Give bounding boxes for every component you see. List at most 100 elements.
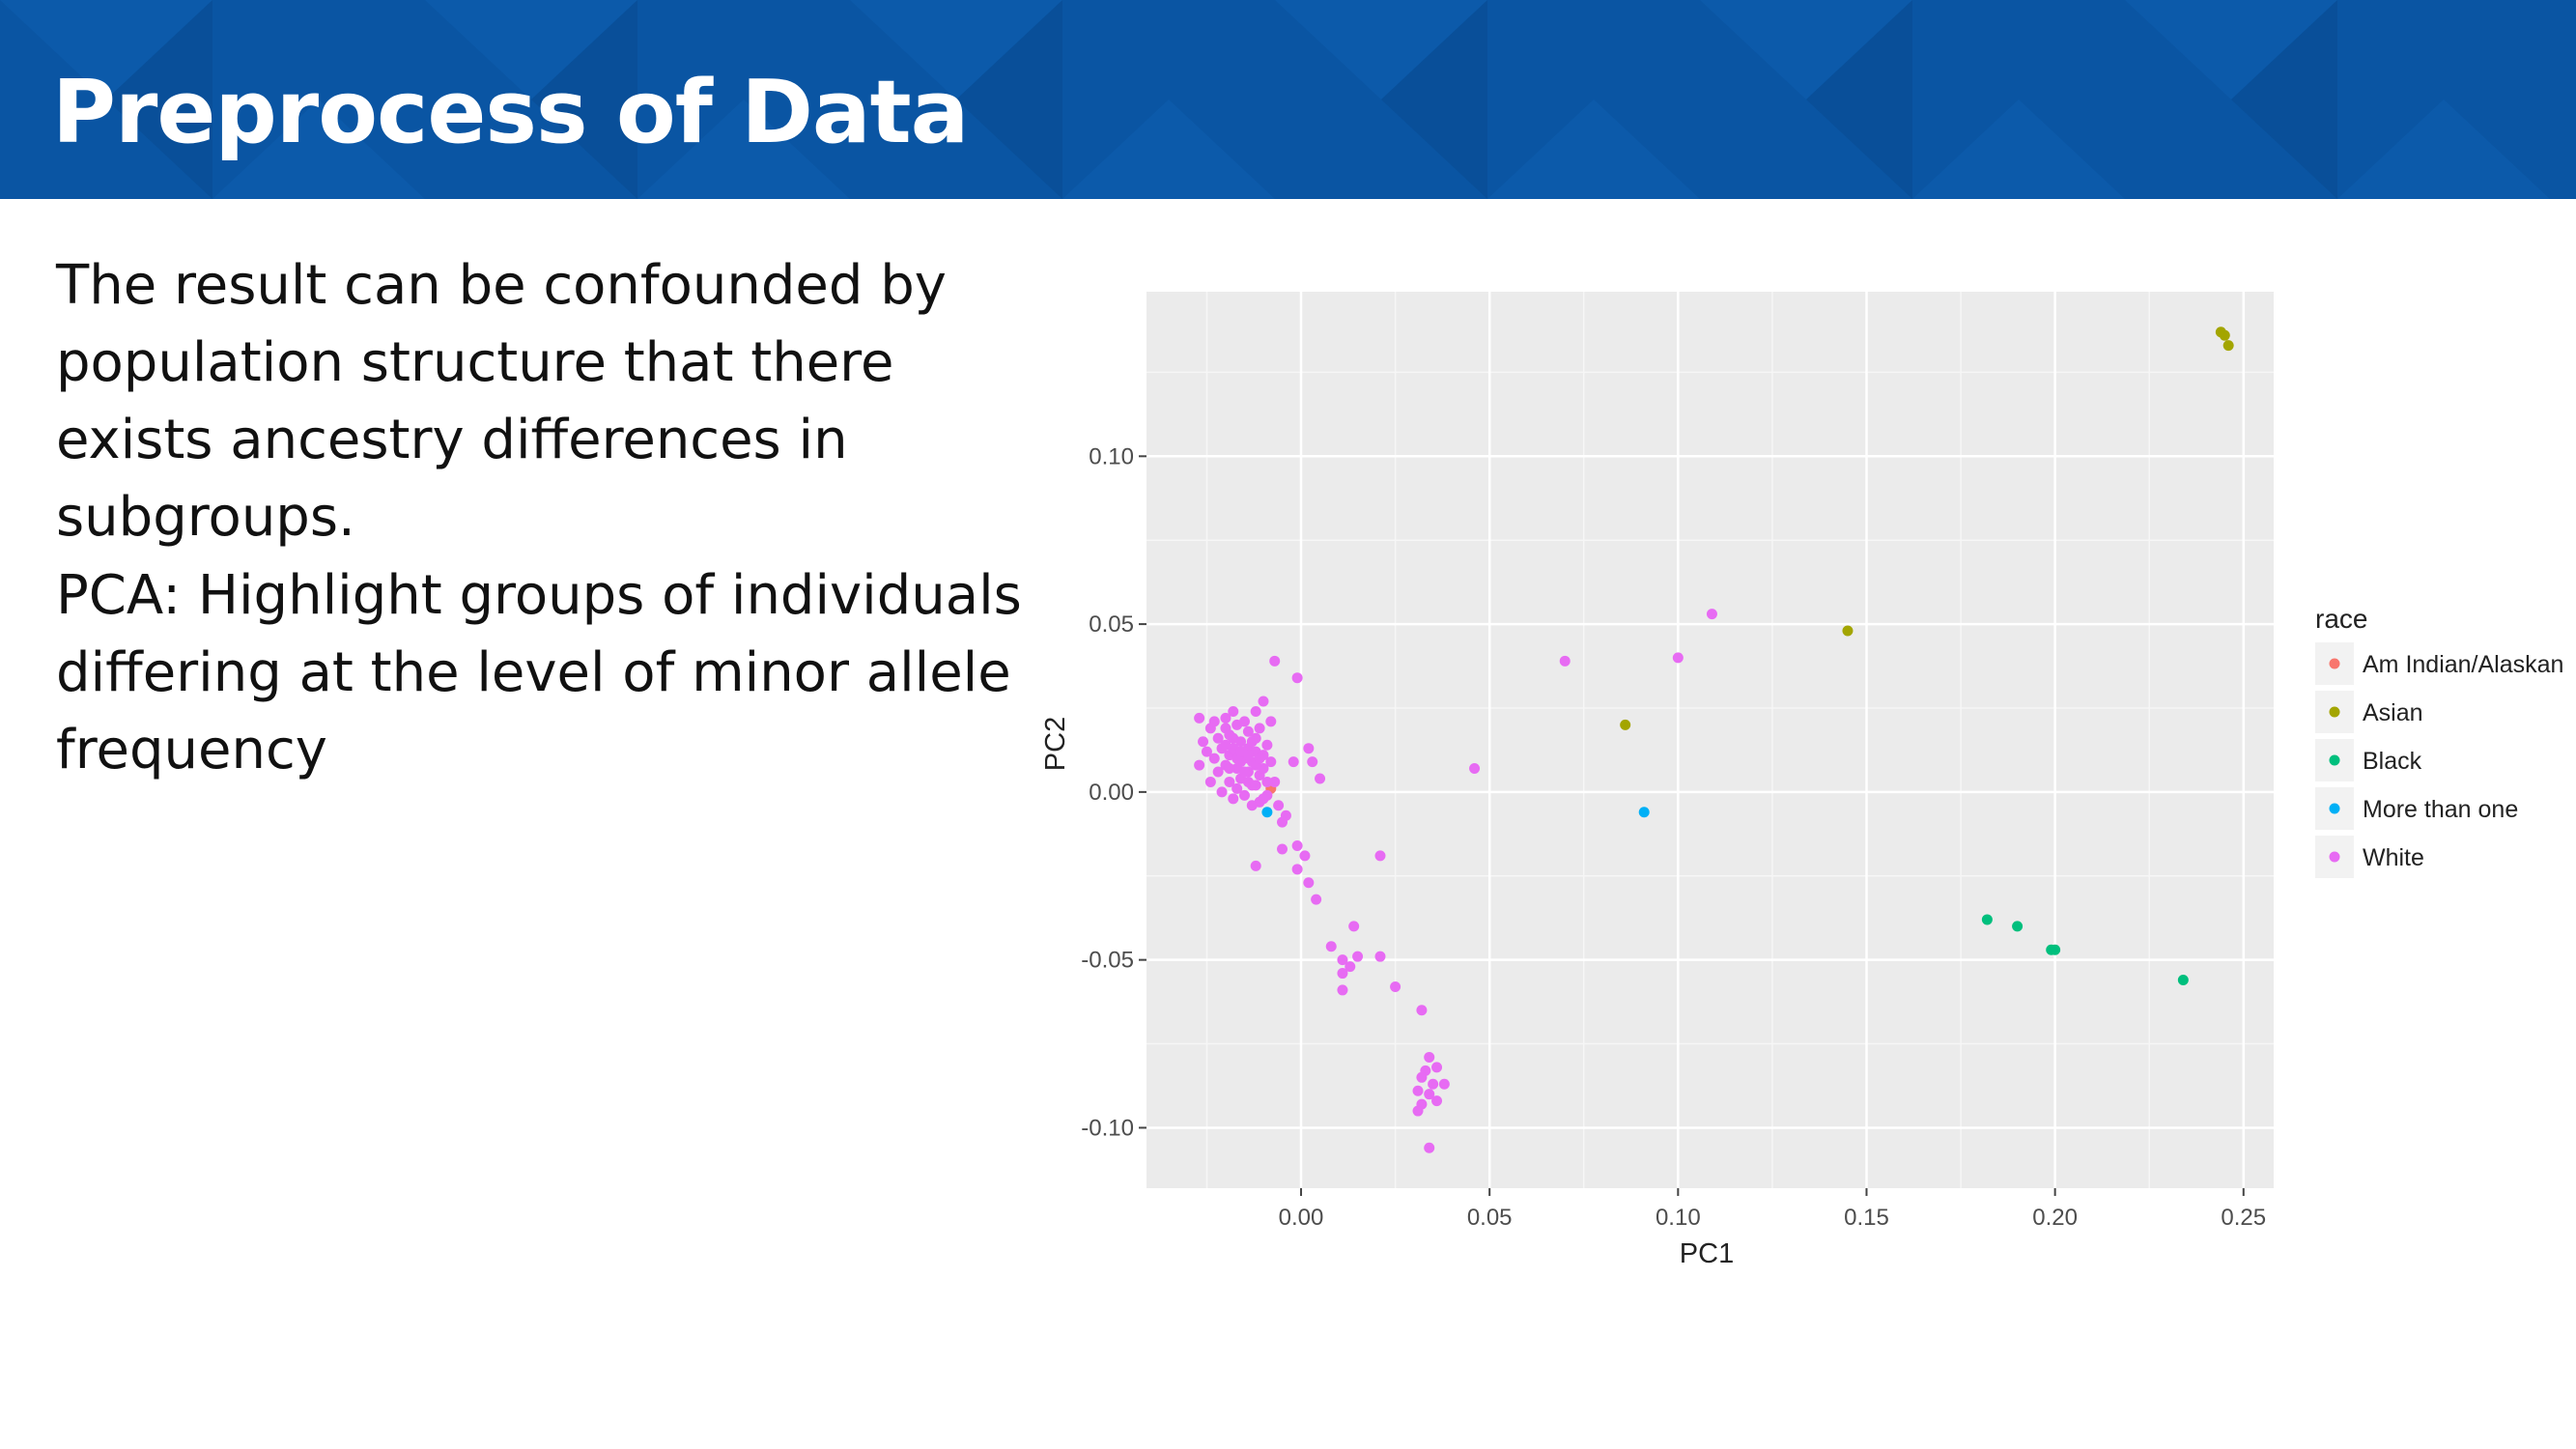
y-tick-label: -0.10 — [1081, 1115, 1134, 1141]
point-white — [1416, 1005, 1428, 1016]
point-white — [1706, 609, 1717, 620]
body-paragraph-confounding: The result can be confounded by populati… — [56, 254, 947, 549]
x-tick-label: 0.00 — [1279, 1205, 1324, 1231]
point-asian — [1842, 625, 1854, 637]
x-tick-label: 0.25 — [2221, 1205, 2266, 1231]
point-white — [1469, 763, 1481, 775]
point-white — [1325, 941, 1337, 952]
point-white — [1194, 759, 1205, 771]
point-white — [1228, 705, 1239, 717]
legend-label-more-than-one: More than one — [2363, 796, 2518, 823]
point-white — [1424, 1089, 1435, 1100]
point-white — [1291, 839, 1303, 851]
point-white — [1311, 894, 1322, 905]
point-asian — [2222, 340, 2234, 352]
point-white — [1424, 1051, 1435, 1063]
point-white — [1277, 816, 1288, 828]
y-tick-label: 0.00 — [1089, 780, 1134, 806]
point-white — [1212, 732, 1224, 744]
point-white — [1208, 753, 1220, 764]
point-white — [1235, 746, 1247, 757]
scatter-points — [1194, 327, 2234, 1153]
point-white — [1348, 921, 1360, 932]
point-white — [1431, 1062, 1443, 1073]
point-white — [1204, 776, 1216, 787]
point-white — [1254, 723, 1265, 734]
point-asian — [2219, 329, 2230, 341]
point-white — [1291, 672, 1303, 684]
x-axis-label: PC1 — [1680, 1238, 1734, 1269]
point-white — [1337, 984, 1348, 996]
point-white — [1224, 763, 1235, 775]
point-white — [1672, 652, 1684, 664]
point-white — [1412, 1085, 1424, 1096]
point-white — [1374, 951, 1386, 962]
body-paragraph-pca: PCA: Highlight groups of individuals dif… — [56, 564, 1022, 781]
point-white — [1220, 739, 1231, 751]
point-white — [1390, 980, 1401, 992]
point-white — [1216, 786, 1228, 798]
point-black — [1981, 914, 1993, 925]
point-white — [1258, 793, 1269, 805]
point-white — [1254, 753, 1265, 764]
point-white — [1337, 954, 1348, 966]
point-white — [1416, 1071, 1428, 1083]
point-white — [1291, 864, 1303, 875]
point-white — [1198, 736, 1209, 748]
point-white — [1242, 725, 1254, 737]
legend-key-more-than-one — [2329, 803, 2340, 814]
point-white — [1265, 716, 1277, 727]
point-white — [1428, 1078, 1439, 1090]
banner-triangle-pattern — [0, 0, 2550, 199]
point-white — [1307, 756, 1318, 768]
point-white — [1345, 961, 1356, 973]
legend-key-black — [2329, 754, 2340, 766]
point-white — [1303, 877, 1315, 889]
point-white — [1352, 951, 1364, 962]
point-white — [1238, 716, 1250, 727]
legend: race Am Indian/Alaskan Asian Black More tha… — [2315, 604, 2563, 878]
y-tick-label: 0.10 — [1089, 443, 1134, 469]
point-white — [1269, 655, 1281, 667]
slide-title: Preprocess of Data — [52, 62, 969, 163]
point-white — [1559, 655, 1571, 667]
legend-label-am-indian-alaskan: Am Indian/Alaskan — [2363, 651, 2563, 678]
point-black — [2012, 921, 2024, 932]
point-white — [1261, 776, 1273, 787]
point-more-than-one — [1638, 807, 1650, 818]
y-axis-label: PC2 — [1043, 717, 1071, 771]
point-white — [1220, 712, 1231, 724]
point-white — [1224, 729, 1235, 741]
point-asian — [1620, 719, 1631, 730]
point-black — [2177, 975, 2189, 986]
point-white — [1288, 756, 1299, 768]
legend-key-asian — [2329, 706, 2340, 718]
point-white — [1261, 739, 1273, 751]
x-tick-label: 0.05 — [1467, 1205, 1513, 1231]
point-white — [1424, 1142, 1435, 1153]
point-white — [1299, 850, 1311, 862]
x-axis: 0.00 0.05 0.10 0.15 0.20 0.25 — [1279, 1188, 2266, 1231]
point-white — [1224, 776, 1235, 787]
point-white — [1238, 789, 1250, 801]
point-white — [1258, 696, 1269, 707]
point-white — [1194, 712, 1205, 724]
point-white — [1212, 766, 1224, 778]
y-tick-label: 0.05 — [1089, 611, 1134, 638]
legend-key-am-indian-alaskan — [2329, 658, 2340, 669]
legend-title: race — [2315, 604, 2367, 634]
point-white — [1438, 1078, 1450, 1090]
point-white — [1265, 756, 1277, 768]
point-black — [2050, 944, 2061, 955]
point-white — [1303, 743, 1315, 754]
point-white — [1273, 800, 1285, 811]
point-white — [1228, 793, 1239, 805]
point-white — [1246, 736, 1258, 748]
legend-label-white: White — [2363, 844, 2424, 871]
point-white — [1337, 968, 1348, 980]
point-white — [1246, 800, 1258, 811]
legend-items: Am Indian/Alaskan Asian Black More than one… — [2315, 642, 2563, 878]
point-white — [1201, 746, 1212, 757]
x-tick-label: 0.10 — [1656, 1205, 1701, 1231]
point-white — [1412, 1105, 1424, 1117]
